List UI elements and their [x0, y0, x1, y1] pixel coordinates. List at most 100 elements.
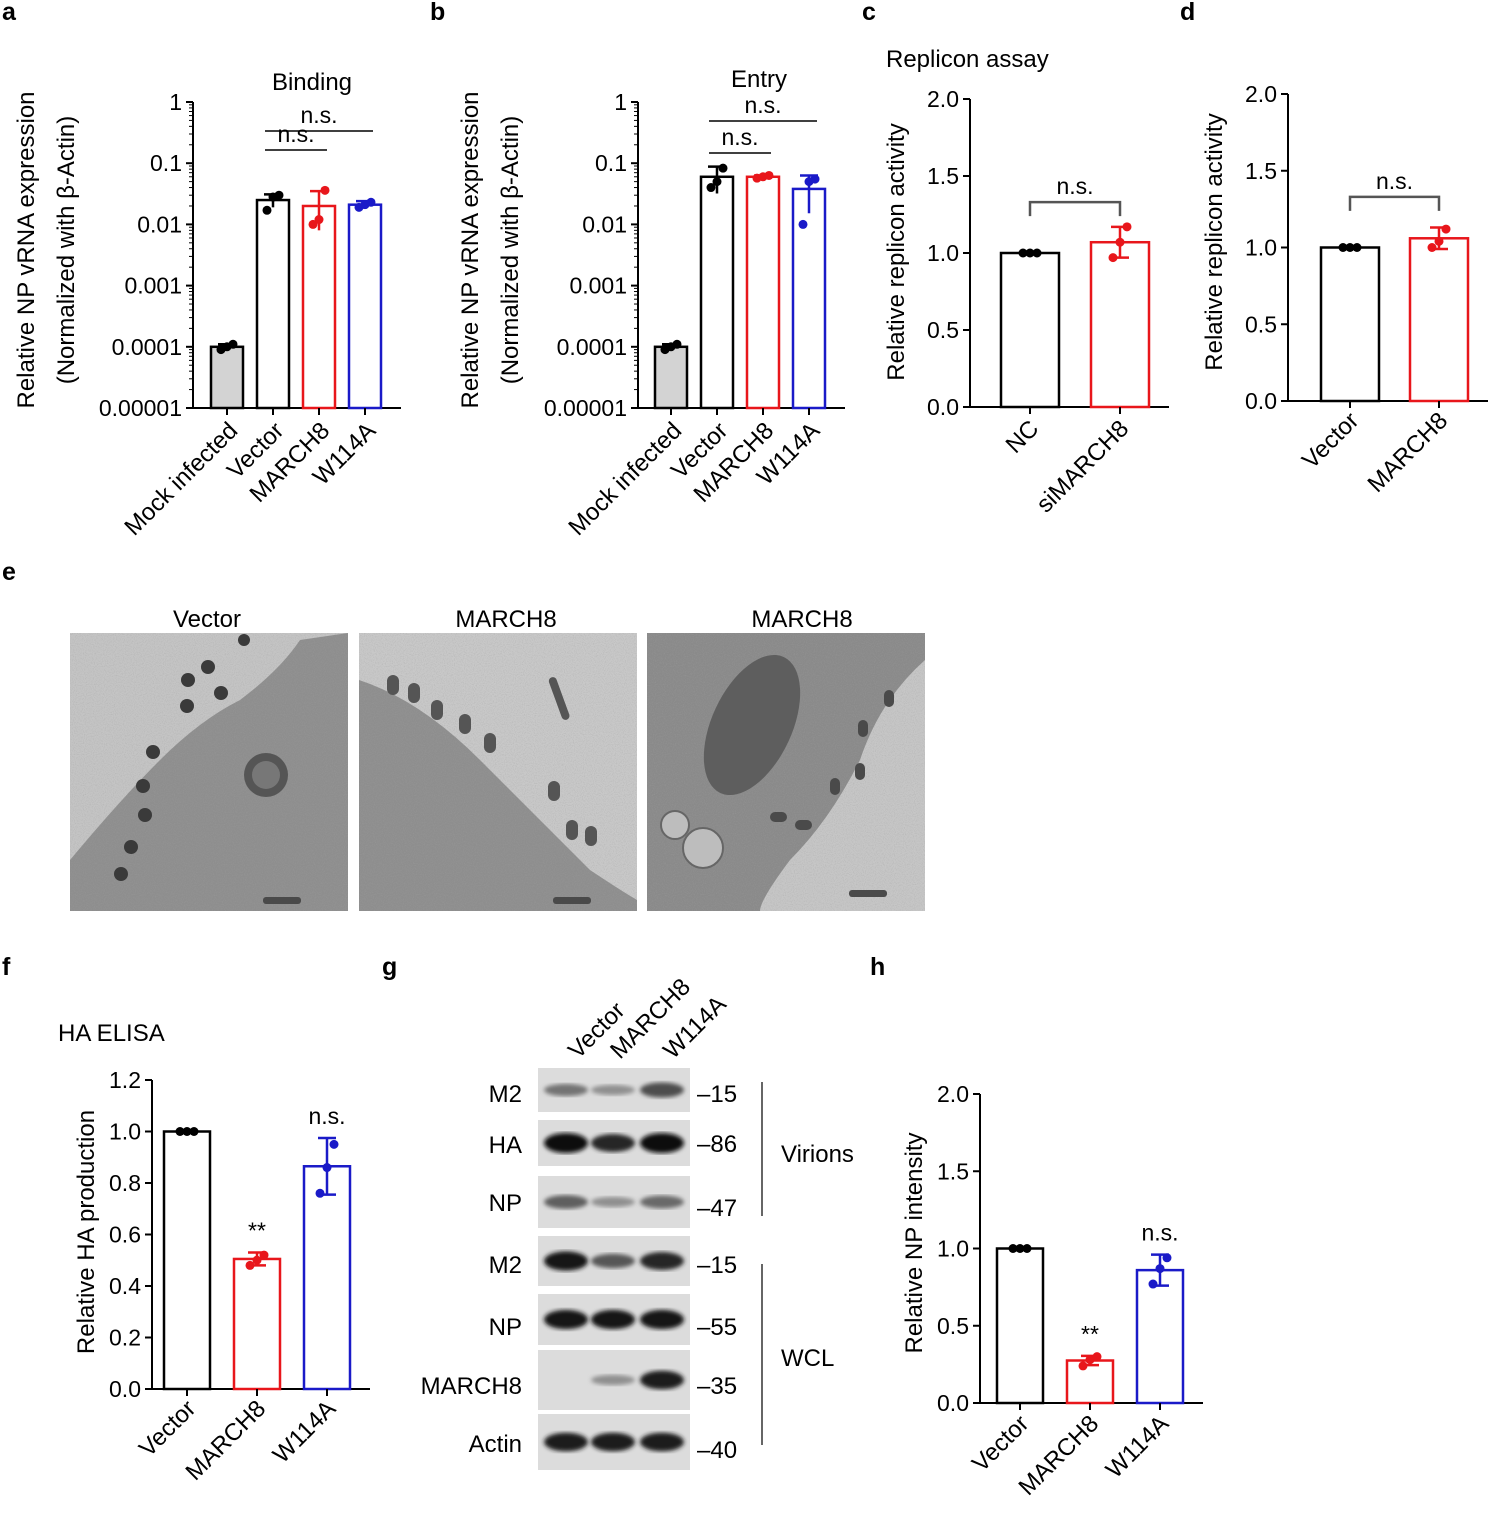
y-tick-label: 1.0 — [109, 1119, 141, 1145]
blot-band — [640, 1309, 684, 1330]
bar-vector — [1319, 246, 1381, 403]
em-caption-vector: Vector — [173, 606, 241, 633]
blot-mw-40: –40 — [697, 1437, 737, 1464]
data-point — [1015, 1244, 1025, 1253]
data-point — [764, 170, 774, 180]
data-point — [322, 1163, 332, 1173]
data-point — [1085, 1355, 1095, 1365]
blot-band — [640, 1432, 684, 1452]
em-image-vector — [70, 633, 348, 911]
chart-b-ylabel-line2: (Normalized with β-Actin) — [497, 116, 524, 385]
chart-a-title: Binding — [272, 69, 352, 96]
group-label-wcl: WCL — [781, 1345, 834, 1372]
y-tick-label: 1.0 — [927, 240, 959, 266]
y-tick-label: 1 — [614, 89, 627, 115]
chart-f-ha-elisa: 0.00.20.40.60.81.01.2VectorMARCH8W114A**… — [109, 1067, 370, 1486]
data-point — [228, 339, 238, 349]
blot-band — [591, 1134, 635, 1152]
bar-nc — [999, 251, 1061, 409]
em-virions — [114, 634, 250, 881]
bar-march8 — [1408, 237, 1470, 403]
em-mitochondrion — [703, 654, 801, 796]
y-tick-label: 0.5 — [1245, 311, 1277, 337]
blot-band — [640, 1195, 684, 1209]
blot-strip-march8 — [538, 1350, 690, 1410]
blot-band — [591, 1253, 635, 1269]
y-tick-label: 0.5 — [937, 1313, 969, 1339]
blot-row-label-actin: Actin — [469, 1431, 522, 1458]
ns-label: n.s. — [308, 1103, 345, 1129]
data-point — [1352, 243, 1362, 252]
data-point — [672, 339, 682, 349]
blot-band — [591, 1084, 635, 1096]
y-tick-label: 0.2 — [109, 1325, 141, 1351]
data-point — [274, 190, 284, 200]
blot-row-label-m2-virion: M2 — [489, 1081, 522, 1108]
bar-march8 — [745, 175, 781, 410]
data-point — [1022, 1244, 1032, 1253]
em-virions — [770, 690, 894, 830]
scale-bar — [849, 890, 887, 897]
y-tick-label: 1.0 — [1245, 235, 1277, 261]
y-tick-label: 1 — [169, 89, 182, 115]
blot-strip-m2 — [538, 1068, 690, 1112]
bar-mock-infected — [209, 345, 245, 410]
blot-strip-ha — [538, 1120, 690, 1166]
bar-march8 — [301, 204, 337, 410]
ns-label: n.s. — [1141, 1220, 1178, 1246]
data-point — [1338, 243, 1348, 252]
data-point — [1078, 1361, 1088, 1371]
panel-letter-e: e — [2, 558, 16, 586]
data-point — [314, 215, 324, 225]
blot-row-label-ha: HA — [489, 1132, 522, 1159]
blot-band — [591, 1196, 635, 1208]
x-tick-label: Mock infected — [563, 417, 687, 541]
ns-label: n.s. — [721, 124, 758, 150]
blot-band — [544, 1083, 588, 1097]
data-point — [1092, 1352, 1102, 1362]
chart-h-ylabel: Relative NP intensity — [901, 1133, 928, 1354]
em-caption-march8-1: MARCH8 — [455, 606, 556, 633]
x-tick-label: siMARCH8 — [1031, 415, 1134, 518]
panel-letter-b: b — [430, 0, 445, 26]
ns-label: n.s. — [1056, 173, 1093, 199]
blot-strip-np — [538, 1176, 690, 1228]
bar-w114a — [347, 203, 383, 410]
blot-band — [544, 1133, 588, 1153]
blot-mw-35: –35 — [697, 1373, 737, 1400]
ns-label: n.s. — [1376, 168, 1413, 194]
y-tick-label: 0.0 — [937, 1390, 969, 1416]
blot-band — [544, 1195, 588, 1209]
y-tick-label: 0.00001 — [544, 395, 627, 421]
data-point — [262, 205, 272, 215]
blot-strip-m2 — [538, 1236, 690, 1286]
x-tick-label: NC — [1001, 415, 1045, 459]
blot-band — [544, 1432, 588, 1452]
chart-c-ylabel: Relative replicon activity — [883, 123, 910, 380]
chart-b-title: Entry — [731, 66, 787, 93]
y-tick-label: 1.5 — [937, 1158, 969, 1184]
bar-march8 — [232, 1257, 282, 1391]
y-tick-label: 0.0 — [1245, 388, 1277, 414]
scale-bar — [263, 897, 301, 904]
data-point — [245, 1260, 255, 1270]
blot-band — [640, 1370, 684, 1390]
western-blot: Vector MARCH8 W114A M2 HA NP M2 NP MARCH… — [421, 973, 854, 1470]
data-point — [329, 1139, 339, 1149]
bar-vector — [699, 175, 735, 410]
data-point — [810, 174, 820, 184]
ns-bracket — [1348, 195, 1441, 211]
scale-bar — [553, 897, 591, 904]
data-point — [175, 1127, 185, 1136]
y-tick-label: 1.2 — [109, 1067, 141, 1093]
data-point — [1115, 237, 1125, 247]
bar-vector — [995, 1247, 1045, 1405]
blot-mw-47: –47 — [697, 1195, 737, 1222]
blot-row-label-np-wcl: NP — [489, 1314, 522, 1341]
chart-f-title: HA ELISA — [58, 1020, 165, 1047]
